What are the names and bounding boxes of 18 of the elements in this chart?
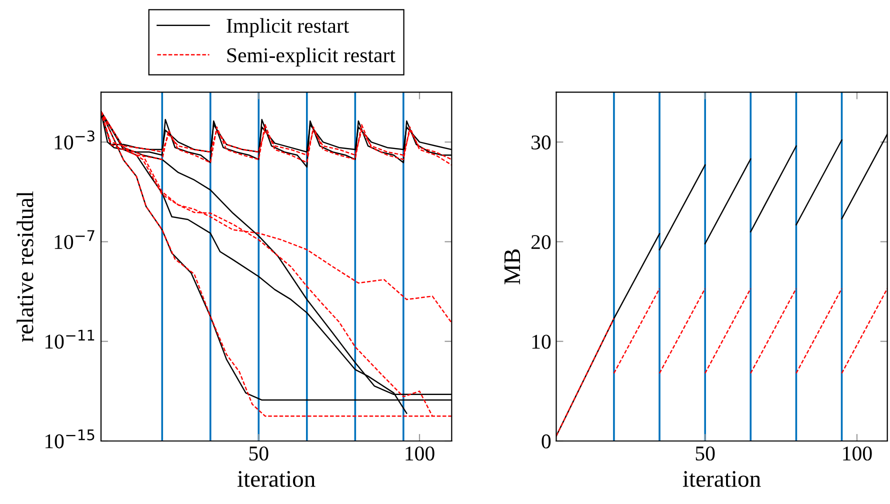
y-axis-title: relative residual (16, 191, 34, 342)
x-axis-title: iteration (238, 471, 316, 487)
x-tick-label: 100 (843, 446, 872, 461)
x-tick-label: 50 (696, 446, 715, 461)
y-tick-label: 10$^{−3}$ (54, 130, 94, 150)
y-axis-title: MB (504, 249, 520, 284)
x-tick-label: 50 (249, 446, 268, 461)
y-tick-label: 10$^{−11}$ (45, 330, 94, 349)
y-tick-label: 0 (542, 434, 551, 448)
x-tick-label: 100 (406, 446, 434, 461)
legend-label: Semi-explicit restart (227, 48, 396, 67)
y-tick-label: 10$^{−15}$ (45, 430, 94, 448)
legend-label: Implicit restart (226, 18, 350, 38)
y-tick-label: 20 (531, 235, 551, 250)
y-tick-label: 10$^{−7}$ (54, 230, 94, 250)
y-tick-label: 30 (532, 135, 551, 150)
x-axis-title: iteration (682, 471, 761, 487)
y-tick-label: 10 (532, 334, 551, 349)
